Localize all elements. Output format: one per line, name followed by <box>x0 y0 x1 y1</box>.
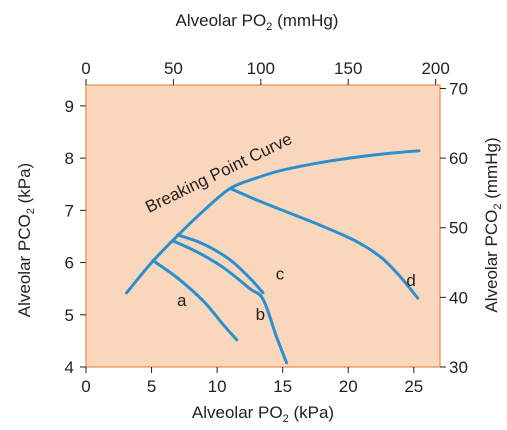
left-tick-label: 5 <box>65 306 74 325</box>
bottom-axis-title: Alveolar PO2 (kPa) <box>192 403 334 425</box>
right-axis-title: Alveolar PCO2 (mmHg) <box>482 137 504 312</box>
curve-breaking-point-curve <box>125 149 421 295</box>
label-a: a <box>177 291 187 310</box>
top-tick-label: 200 <box>421 59 449 78</box>
bottom-tick-label: 15 <box>273 377 292 396</box>
right-tick-label: 50 <box>449 219 468 238</box>
top-tick-label: 100 <box>247 59 275 78</box>
curve-c <box>176 233 265 295</box>
left-tick-label: 7 <box>65 201 74 220</box>
bottom-tick-label: 5 <box>147 377 156 396</box>
curve-a <box>151 259 239 342</box>
label-d: d <box>406 271 415 290</box>
right-tick-label: 40 <box>449 288 468 307</box>
plot-area <box>85 84 441 368</box>
left-tick-label: 8 <box>65 149 74 168</box>
curve-d <box>228 186 420 300</box>
right-tick-label: 60 <box>449 149 468 168</box>
right-tick-label: 30 <box>449 358 468 377</box>
left-tick-label: 4 <box>65 358 74 377</box>
left-tick-label: 9 <box>65 97 74 116</box>
curve-b <box>171 239 289 365</box>
label-c: c <box>276 264 285 283</box>
bottom-tick-label: 0 <box>81 377 90 396</box>
top-tick-label: 150 <box>334 59 362 78</box>
left-axis-title: Alveolar PCO2 (kPa) <box>15 163 37 317</box>
left-tick-label: 6 <box>65 254 74 273</box>
label-b: b <box>256 305 265 324</box>
ticks-layer: 0 5 10 15 20 25 0 50 100 150 200 4 5 6 7 8 9 30 40 50 60 70 <box>65 59 468 396</box>
top-tick-label: 50 <box>164 59 183 78</box>
curves-layer <box>125 149 421 365</box>
top-axis-title: Alveolar PO2 (mmHg) <box>176 11 339 33</box>
right-tick-label: 70 <box>449 79 468 98</box>
bottom-tick-label: 10 <box>208 377 227 396</box>
bottom-tick-label: 25 <box>404 377 423 396</box>
top-tick-label: 0 <box>81 59 90 78</box>
bottom-tick-label: 20 <box>339 377 358 396</box>
